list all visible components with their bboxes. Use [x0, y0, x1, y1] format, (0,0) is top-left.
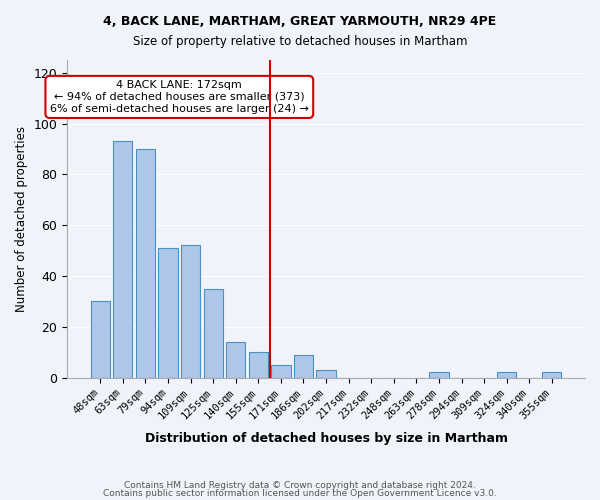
X-axis label: Distribution of detached houses by size in Martham: Distribution of detached houses by size … [145, 432, 508, 445]
Text: 4, BACK LANE, MARTHAM, GREAT YARMOUTH, NR29 4PE: 4, BACK LANE, MARTHAM, GREAT YARMOUTH, N… [103, 15, 497, 28]
Bar [203, 288, 223, 378]
Bar [430, 372, 449, 378]
Bar [226, 342, 245, 378]
Bar [249, 352, 268, 378]
Bar [294, 354, 313, 378]
Text: 4 BACK LANE: 172sqm
← 94% of detached houses are smaller (373)
6% of semi-detach: 4 BACK LANE: 172sqm ← 94% of detached ho… [50, 80, 309, 114]
Bar [113, 142, 133, 378]
Bar [136, 149, 155, 378]
Text: Contains HM Land Registry data © Crown copyright and database right 2024.: Contains HM Land Registry data © Crown c… [124, 481, 476, 490]
Text: Contains public sector information licensed under the Open Government Licence v3: Contains public sector information licen… [103, 488, 497, 498]
Bar [316, 370, 335, 378]
Bar [497, 372, 517, 378]
Y-axis label: Number of detached properties: Number of detached properties [15, 126, 28, 312]
Bar [542, 372, 562, 378]
Bar [91, 302, 110, 378]
Bar [271, 365, 290, 378]
Bar [158, 248, 178, 378]
Text: Size of property relative to detached houses in Martham: Size of property relative to detached ho… [133, 35, 467, 48]
Bar [181, 246, 200, 378]
